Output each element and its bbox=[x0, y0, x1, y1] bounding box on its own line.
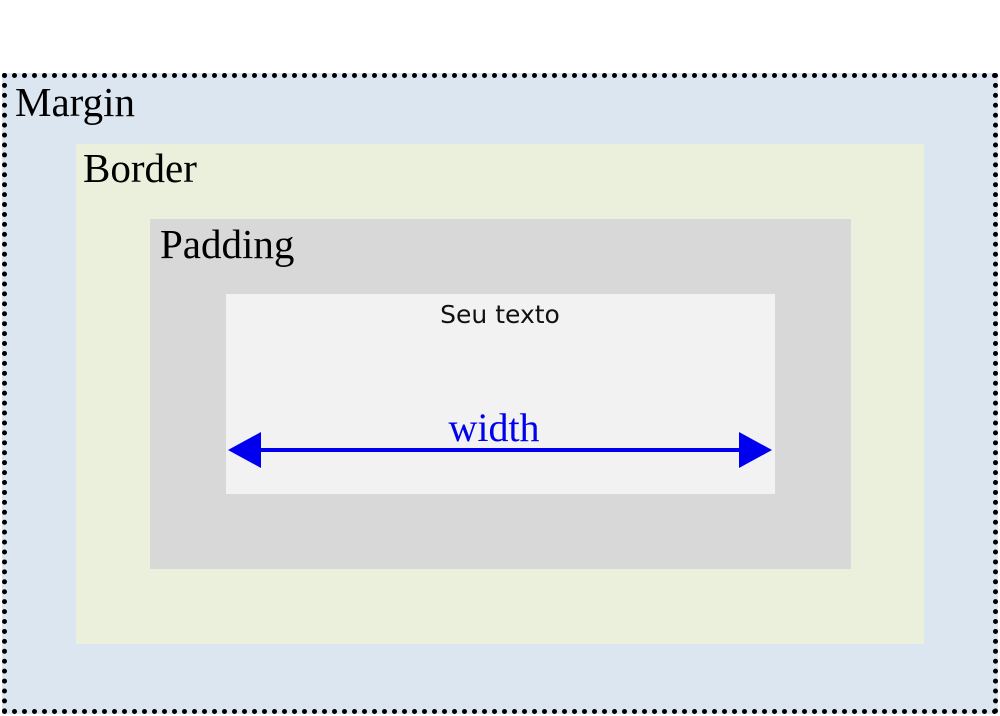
content-text: Seu texto bbox=[440, 300, 560, 329]
padding-label: Padding bbox=[160, 221, 295, 267]
content-box bbox=[226, 294, 775, 494]
margin-label: Margin bbox=[15, 79, 135, 125]
border-label: Border bbox=[83, 145, 197, 191]
width-label: width bbox=[448, 405, 540, 450]
